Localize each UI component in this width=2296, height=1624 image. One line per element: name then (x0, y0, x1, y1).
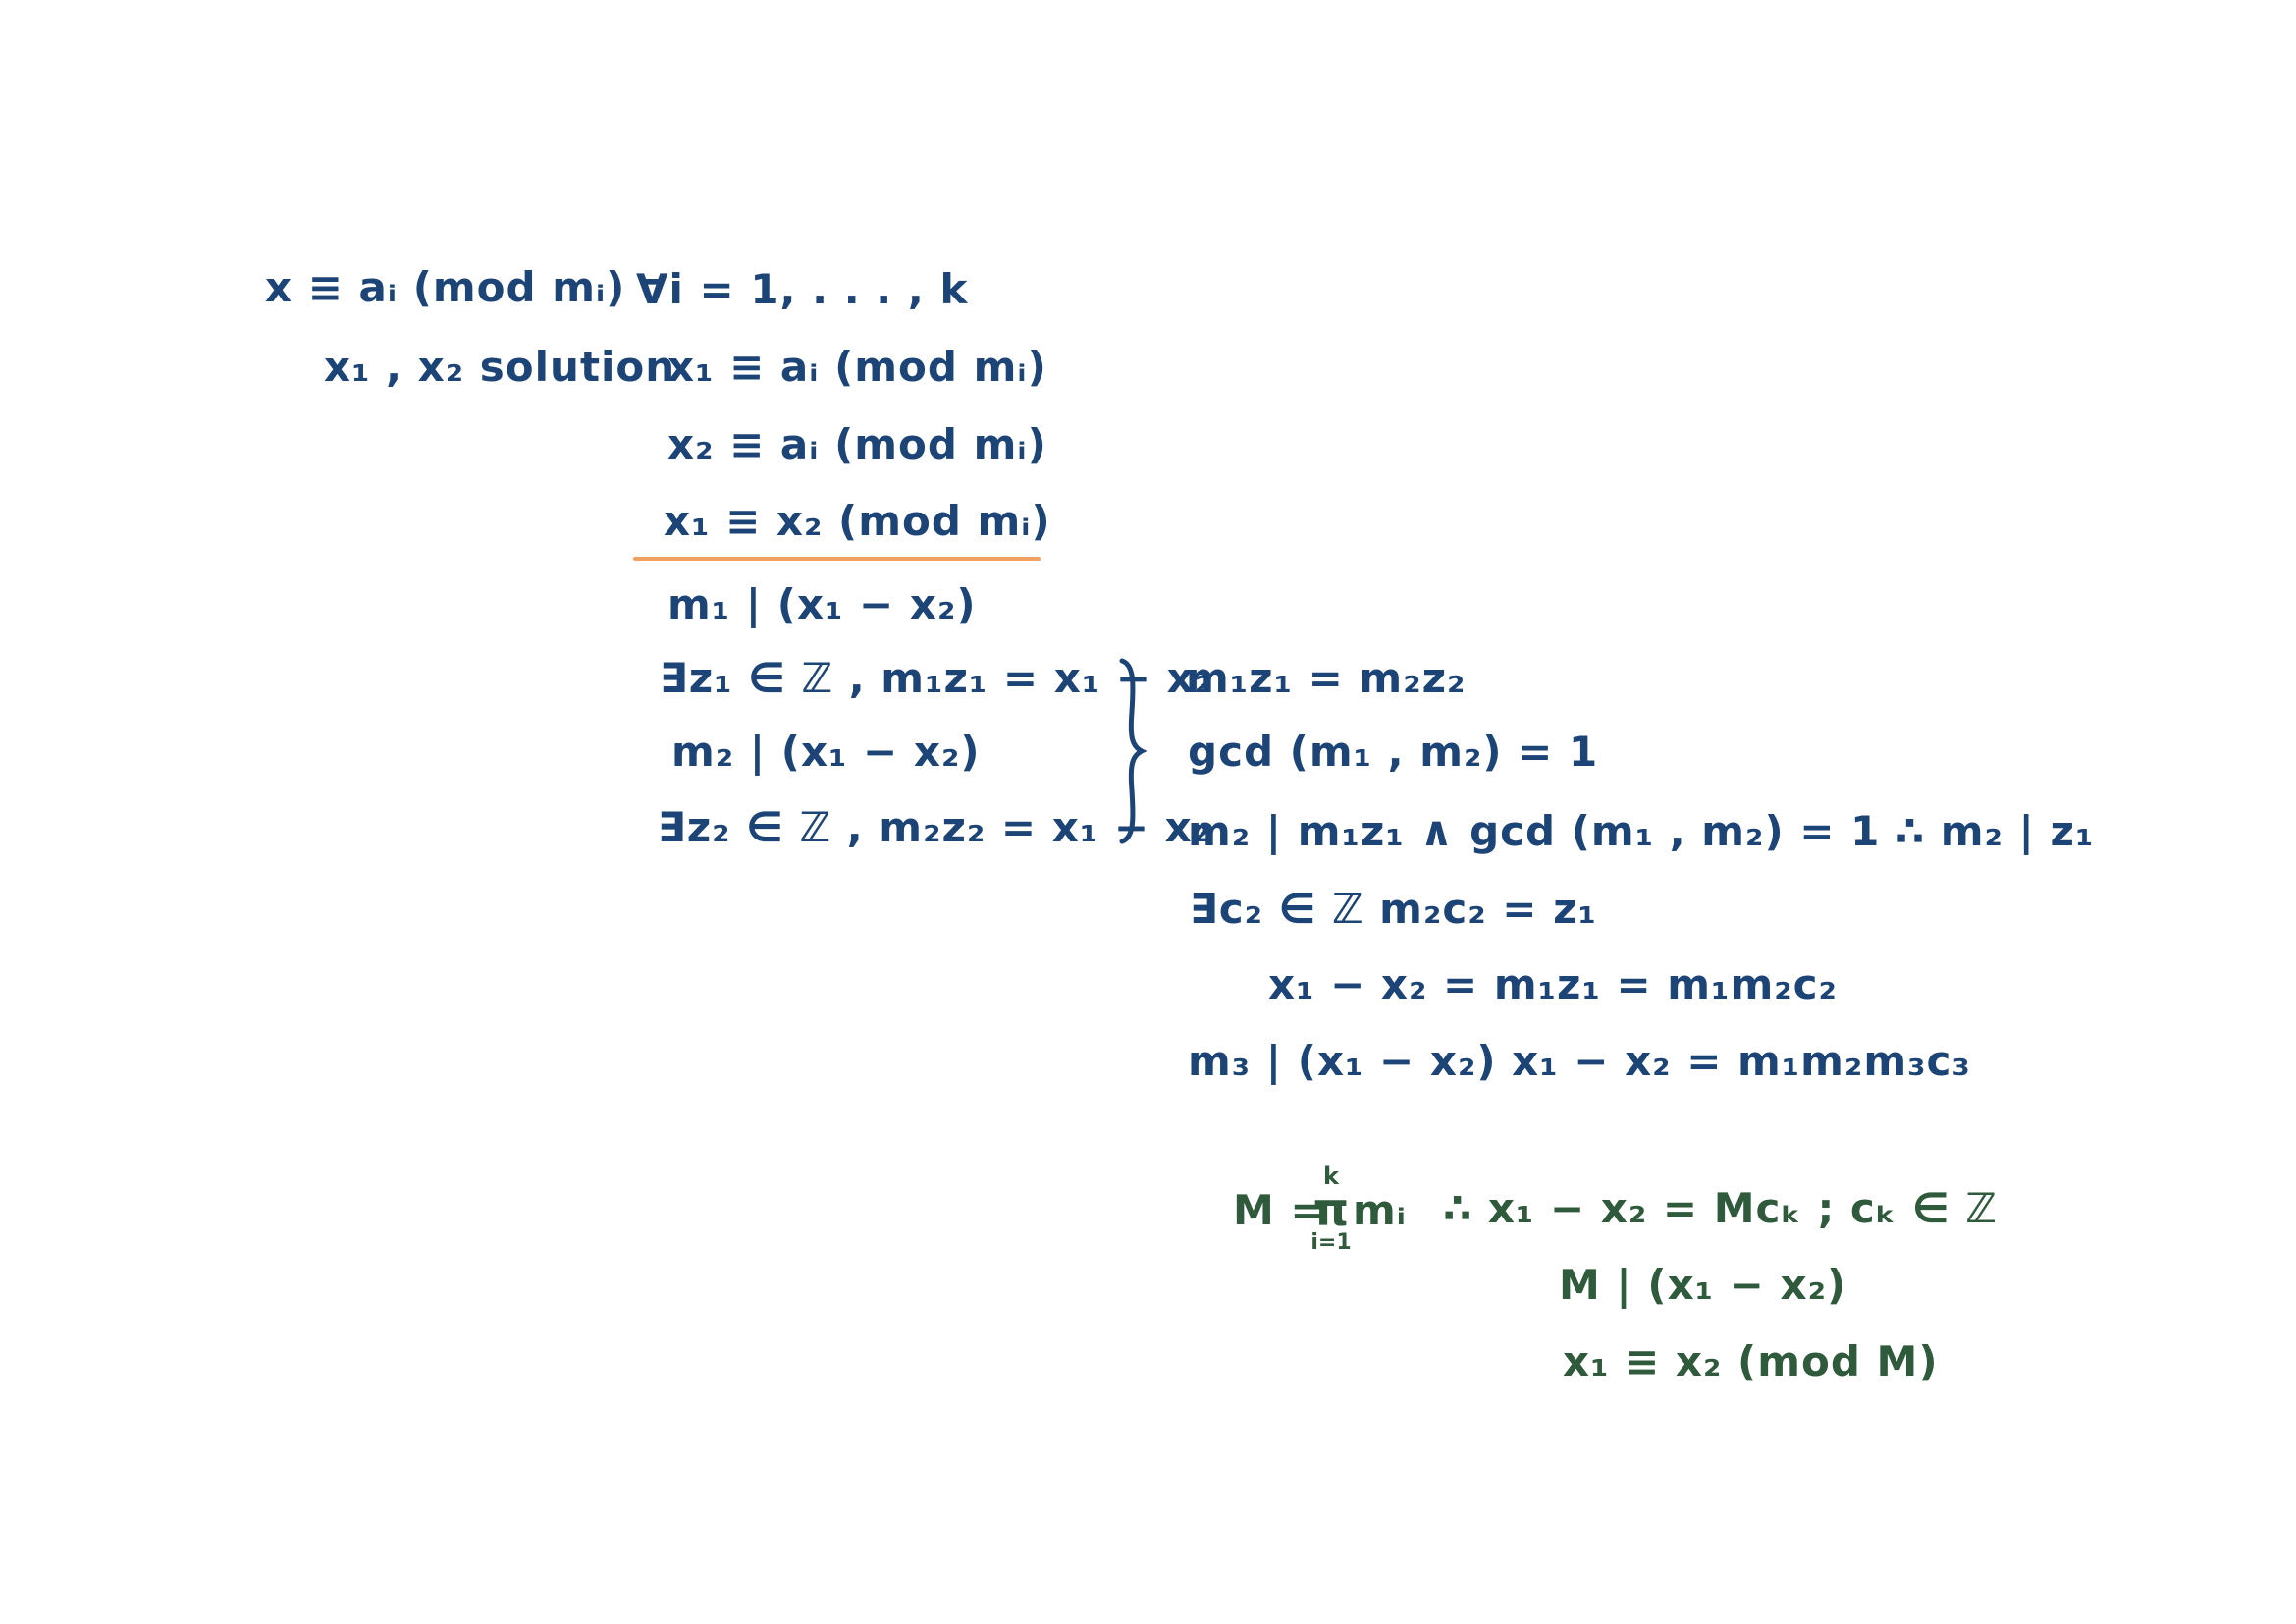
line-m1z1-equals-m2z2: m₁z₁ = m₂z₂ (1186, 654, 1467, 702)
line-x1-x2-congruence: x₁ ≡ x₂ (mod mᵢ) (664, 497, 1051, 545)
line-gcd: gcd (m₁ , m₂) = 1 (1188, 728, 1599, 776)
product-lower-limit: i=1 (1310, 1230, 1352, 1255)
solutions-label: x₁ , x₂ solution (324, 343, 676, 391)
M-definition-lhs: M = (1233, 1186, 1326, 1234)
line-exists-z2: ∃z₂ ∈ ℤ , m₂z₂ = x₁ − x₂ (658, 803, 1212, 851)
system-congruence: x ≡ aᵢ (mod mᵢ) (265, 263, 626, 311)
line-m1-divides: m₁ | (x₁ − x₂) (667, 580, 977, 628)
divider-line (633, 557, 1041, 561)
line-exists-z1: ∃z₁ ∈ ℤ , m₁z₁ = x₁ − x₂ (660, 654, 1214, 702)
line-congruence-mod-M: x₁ ≡ x₂ (mod M) (1563, 1337, 1939, 1385)
line-exists-c2: ∃c₂ ∈ ℤ m₂c₂ = z₁ (1190, 885, 1597, 933)
line-difference-m1m2c2: x₁ − x₂ = m₁z₁ = m₁m₂c₂ (1268, 960, 1838, 1008)
line-x2-congruence: x₂ ≡ aᵢ (mod mᵢ) (667, 420, 1047, 468)
line-difference-Mck: ∴ x₁ − x₂ = Mcₖ ; cₖ ∈ ℤ (1443, 1184, 1998, 1232)
product-operator: k π i=1 (1304, 1164, 1359, 1255)
line-m2-divides: m₂ | (x₁ − x₂) (671, 728, 981, 776)
product-symbol: π (1312, 1183, 1350, 1236)
line-m3-divides: m₃ | (x₁ − x₂) x₁ − x₂ = m₁m₂m₃c₃ (1188, 1037, 1971, 1085)
curly-brace (1119, 658, 1148, 844)
forall-index: ∀i = 1, . . . , k (636, 265, 969, 313)
product-term-mi: mᵢ (1353, 1186, 1407, 1234)
line-m2-divides-z1: m₂ | m₁z₁ ∧ gcd (m₁ , m₂) = 1 ∴ m₂ | z₁ (1188, 807, 2095, 855)
product-upper-limit: k (1323, 1163, 1339, 1190)
line-x1-congruence: x₁ ≡ aᵢ (mod mᵢ) (667, 343, 1047, 391)
line-M-divides: M | (x₁ − x₂) (1559, 1261, 1847, 1309)
